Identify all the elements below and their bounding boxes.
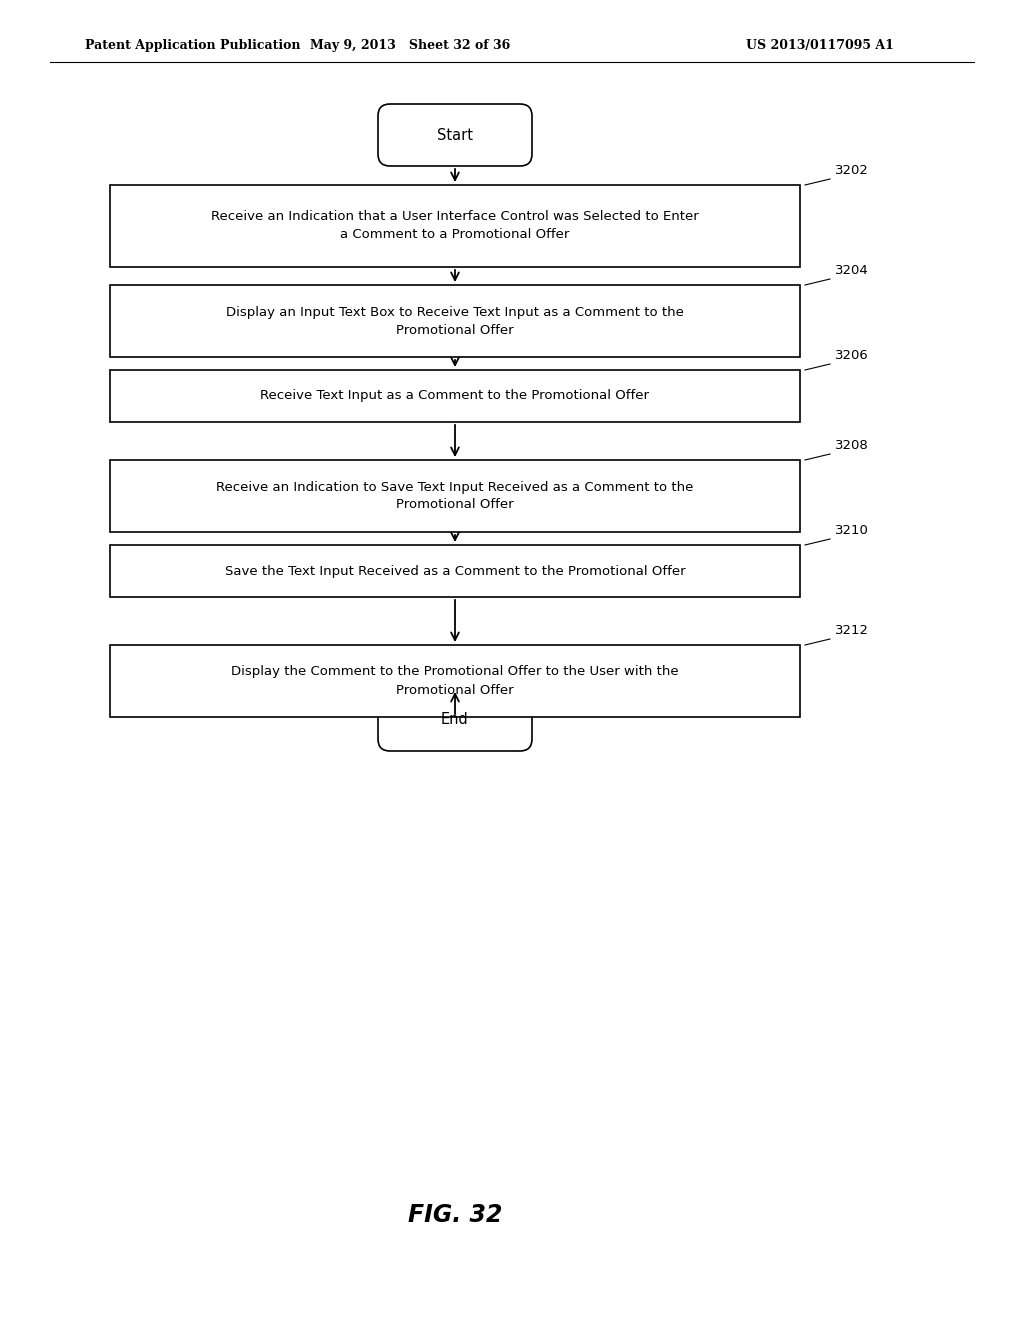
Text: Receive an Indication to Save Text Input Received as a Comment to the
Promotiona: Receive an Indication to Save Text Input… — [216, 480, 693, 511]
FancyBboxPatch shape — [378, 104, 532, 166]
FancyBboxPatch shape — [378, 689, 532, 751]
Bar — [110, 185, 800, 267]
Text: May 9, 2013   Sheet 32 of 36: May 9, 2013 Sheet 32 of 36 — [310, 38, 510, 51]
Text: 3208: 3208 — [835, 440, 868, 451]
Text: Display an Input Text Box to Receive Text Input as a Comment to the
Promotional : Display an Input Text Box to Receive Tex… — [226, 305, 684, 337]
Text: Start: Start — [437, 128, 473, 143]
Text: Receive Text Input as a Comment to the Promotional Offer: Receive Text Input as a Comment to the P… — [260, 389, 649, 403]
Text: Save the Text Input Received as a Comment to the Promotional Offer: Save the Text Input Received as a Commen… — [224, 565, 685, 578]
Bar — [110, 645, 800, 717]
Text: Receive an Indication that a User Interface Control was Selected to Enter
a Comm: Receive an Indication that a User Interf… — [211, 210, 698, 242]
Text: 3212: 3212 — [835, 624, 869, 638]
Text: FIG. 32: FIG. 32 — [408, 1203, 502, 1228]
Text: Display the Comment to the Promotional Offer to the User with the
Promotional Of: Display the Comment to the Promotional O… — [231, 665, 679, 697]
Text: Patent Application Publication: Patent Application Publication — [85, 38, 300, 51]
Text: 3210: 3210 — [835, 524, 869, 537]
Text: 3202: 3202 — [835, 164, 869, 177]
Bar — [110, 545, 800, 597]
Text: US 2013/0117095 A1: US 2013/0117095 A1 — [746, 38, 894, 51]
Text: End: End — [441, 713, 469, 727]
Bar — [110, 285, 800, 356]
Text: 3204: 3204 — [835, 264, 868, 277]
Bar — [110, 459, 800, 532]
Bar — [110, 370, 800, 422]
Text: 3206: 3206 — [835, 348, 868, 362]
